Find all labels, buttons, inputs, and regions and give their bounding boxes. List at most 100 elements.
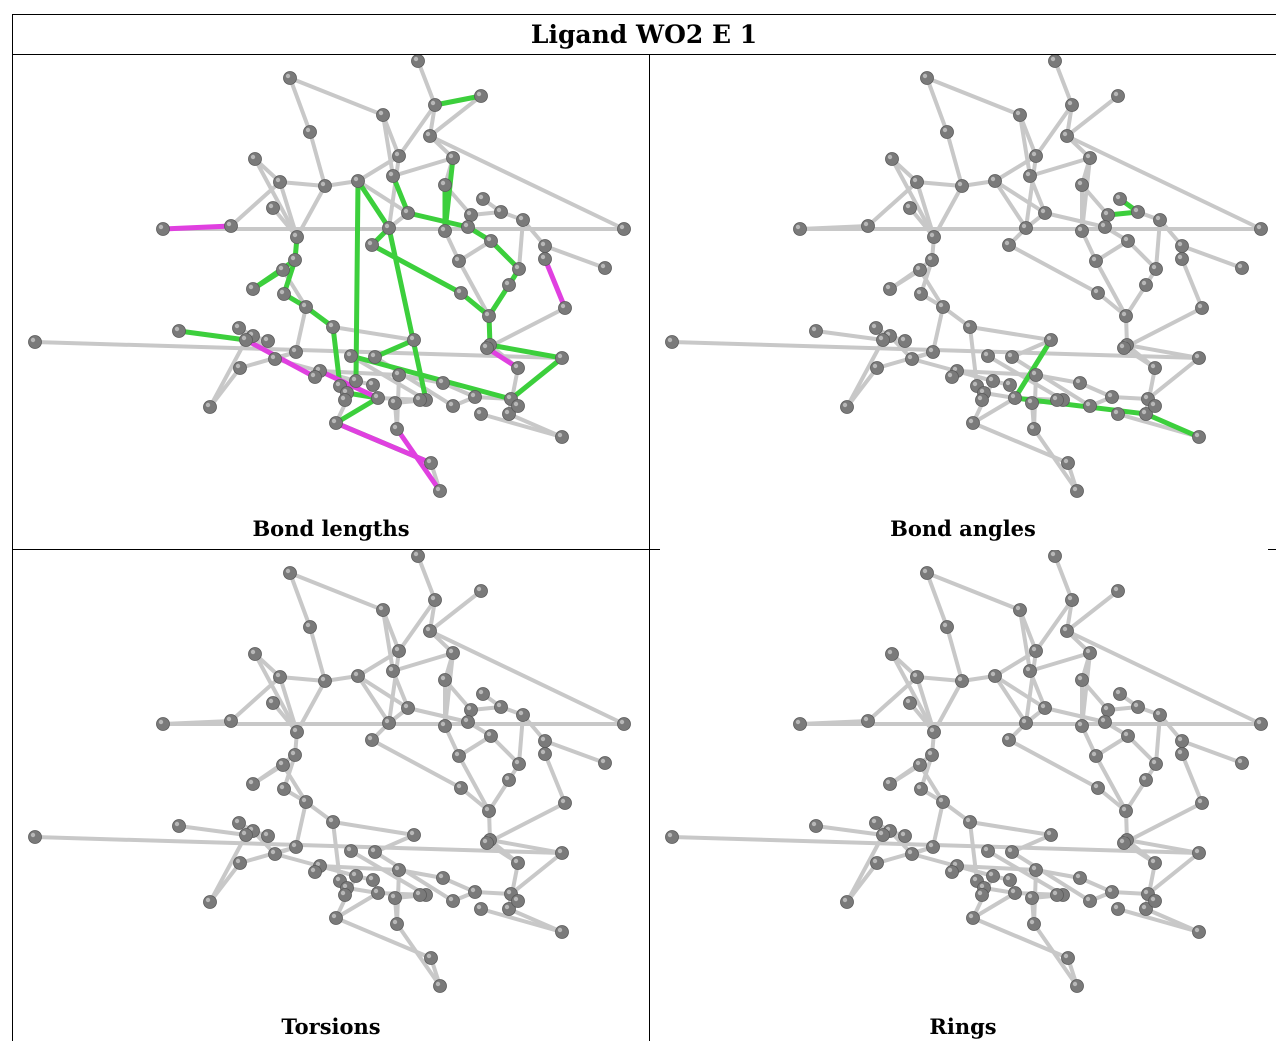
- atom: [975, 393, 989, 407]
- atom: [366, 873, 380, 887]
- atom-highlight: [340, 890, 346, 896]
- atom-highlight: [514, 759, 520, 765]
- atom: [273, 670, 287, 684]
- bond: [281, 763, 308, 804]
- atom-highlight: [1015, 605, 1021, 611]
- atom-highlight: [392, 424, 398, 430]
- atom-highlight: [842, 402, 848, 408]
- atom-highlight: [448, 896, 454, 902]
- atom: [303, 125, 317, 139]
- bond: [1024, 154, 1038, 230]
- bond: [208, 338, 248, 409]
- atom-highlight: [331, 913, 337, 919]
- atom: [511, 894, 525, 908]
- atom-highlight: [367, 240, 373, 246]
- atom-highlight: [205, 897, 211, 903]
- atom: [1038, 206, 1052, 220]
- bond: [208, 366, 242, 409]
- atom: [365, 238, 379, 252]
- atom: [484, 729, 498, 743]
- atom: [809, 819, 823, 833]
- atom: [413, 888, 427, 902]
- atom-highlight: [496, 207, 502, 213]
- bond: [845, 366, 879, 409]
- bond: [814, 824, 885, 837]
- atom-highlight: [205, 402, 211, 408]
- atom: [885, 647, 899, 661]
- atom-highlight: [957, 676, 963, 682]
- atom-highlight: [916, 784, 922, 790]
- atom-highlight: [900, 831, 906, 837]
- bond: [945, 130, 964, 188]
- atom-highlight: [619, 224, 625, 230]
- outlier-bond-green: [353, 178, 361, 384]
- bond: [238, 845, 298, 865]
- atom: [1044, 333, 1058, 347]
- atom: [1119, 804, 1133, 818]
- atom-highlight: [1119, 343, 1125, 349]
- panel-rings: Rings: [650, 550, 1276, 1041]
- atom-highlight: [342, 388, 348, 394]
- atom: [1025, 396, 1039, 410]
- atom: [1235, 261, 1249, 275]
- atom-highlight: [1141, 775, 1147, 781]
- atom: [368, 845, 382, 859]
- atom-highlight: [263, 831, 269, 837]
- bond: [356, 179, 410, 215]
- atom: [1008, 886, 1022, 900]
- atom-highlight: [905, 698, 911, 704]
- atom-highlight: [448, 648, 454, 654]
- atom: [351, 669, 365, 683]
- atom-highlight: [241, 335, 247, 341]
- atom-highlight: [1067, 100, 1073, 106]
- bond: [866, 675, 919, 723]
- atom-highlight: [1194, 927, 1200, 933]
- atom: [898, 334, 912, 348]
- atom: [555, 846, 569, 860]
- atom-highlight: [1025, 666, 1031, 672]
- bond: [1180, 739, 1244, 765]
- atom-highlight: [929, 727, 935, 733]
- atom-highlight: [30, 832, 36, 838]
- atom: [1048, 550, 1062, 563]
- atom-highlight: [403, 208, 409, 214]
- bond: [1080, 651, 1092, 728]
- atom: [555, 351, 569, 365]
- atom: [1113, 192, 1127, 206]
- atom-highlight: [482, 343, 488, 349]
- atom-highlight: [250, 649, 256, 655]
- atom-highlight: [291, 842, 297, 848]
- atom-highlight: [454, 256, 460, 262]
- atom: [945, 370, 959, 384]
- atom: [905, 847, 919, 861]
- atom: [1148, 361, 1162, 375]
- atom: [392, 149, 406, 163]
- bond: [845, 833, 885, 904]
- atom-highlight: [1004, 735, 1010, 741]
- atom-highlight: [518, 710, 524, 716]
- bond: [1028, 156, 1092, 178]
- atom: [555, 430, 569, 444]
- atom-highlight: [871, 323, 877, 329]
- atom-highlight: [863, 221, 869, 227]
- atom-highlight: [1010, 888, 1016, 894]
- atom-highlight: [384, 718, 390, 724]
- bond: [288, 571, 385, 612]
- atom: [870, 361, 884, 375]
- atom-highlight: [390, 398, 396, 404]
- atom-highlight: [403, 703, 409, 709]
- bond: [356, 154, 401, 183]
- atom: [239, 828, 253, 842]
- atom-highlight: [811, 326, 817, 332]
- bond: [1146, 851, 1201, 896]
- outlier-bond-magenta: [160, 223, 234, 232]
- atom-highlight: [1113, 91, 1119, 97]
- atom: [1005, 845, 1019, 859]
- atom-highlight: [1237, 263, 1243, 269]
- atom: [1060, 624, 1074, 638]
- atom-highlight: [425, 626, 431, 632]
- atom-highlight: [504, 904, 510, 910]
- atom-highlight: [425, 131, 431, 137]
- bond: [993, 154, 1038, 183]
